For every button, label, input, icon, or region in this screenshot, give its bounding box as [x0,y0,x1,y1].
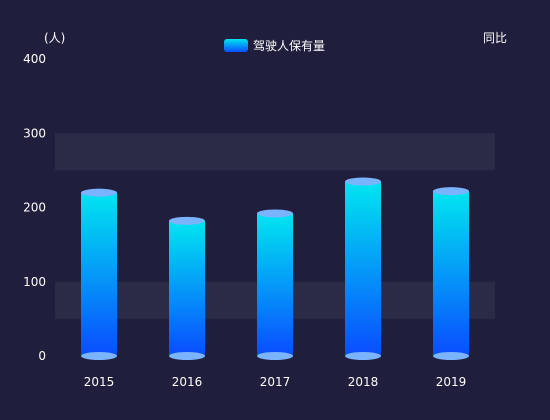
y-tick-label: 400 [23,52,46,66]
y-tick-label: 300 [23,126,46,140]
bar-bottom-cap [257,352,293,360]
bar-2015[interactable] [81,188,117,360]
bar-top-cap [81,188,117,197]
x-tick-label: 2018 [348,375,379,389]
y-tick-label: 200 [23,201,46,215]
legend-label[interactable]: 驾驶人保有量 [253,38,325,53]
legend-swatch[interactable] [224,39,248,52]
bar-2018[interactable] [345,177,381,360]
x-tick-label: 2016 [172,375,203,389]
bars [81,177,469,360]
bar-body[interactable] [433,191,469,356]
bar-body[interactable] [257,213,293,356]
y-tick-label: 100 [23,275,46,289]
y-axis-ticks: 0 100 200 300 400 [23,52,46,363]
legend[interactable]: 驾驶人保有量 [224,38,325,53]
y2-axis-label: 同比 [483,31,507,45]
bar-bottom-cap [81,352,117,360]
bar-2016[interactable] [169,216,205,360]
bar-top-cap [345,177,381,186]
y-axis-unit-label: (人) [44,31,65,45]
bar-top-cap [169,216,205,225]
bar-body[interactable] [81,192,117,356]
bar-bottom-cap [345,352,381,360]
x-tick-label: 2019 [436,375,467,389]
x-tick-label: 2015 [84,375,115,389]
bar-2017[interactable] [257,209,293,360]
bar-bottom-cap [169,352,205,360]
x-axis-ticks: 2015 2016 2017 2018 2019 [84,375,467,389]
bar-bottom-cap [433,352,469,360]
bar-body[interactable] [169,220,205,356]
bar-top-cap [257,209,293,218]
bar-body[interactable] [345,181,381,356]
y-tick-label: 0 [38,349,46,363]
grid-band [55,133,495,171]
bar-2019[interactable] [433,187,469,360]
x-tick-label: 2017 [260,375,291,389]
bar-top-cap [433,187,469,196]
